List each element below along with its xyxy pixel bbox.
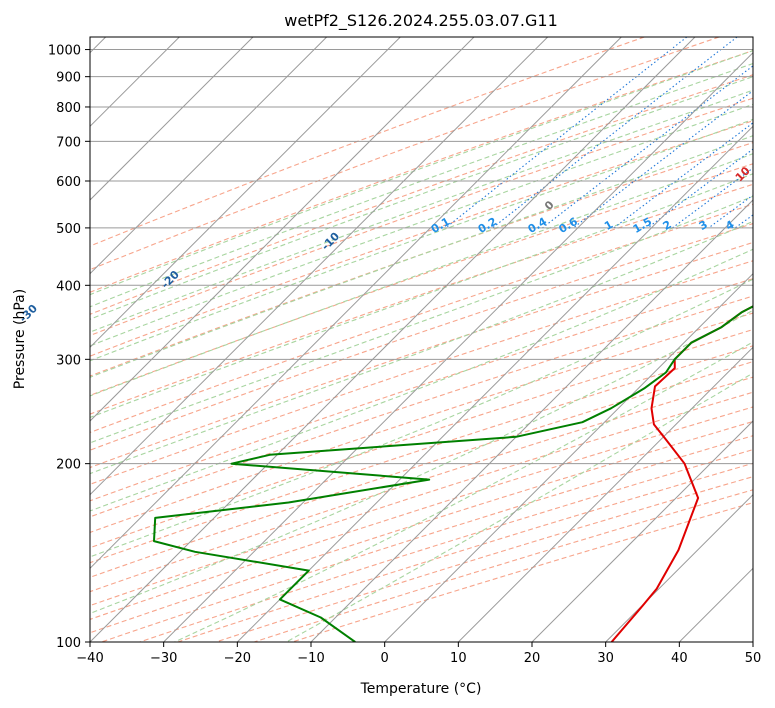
x-tick-label: 10	[450, 651, 467, 666]
x-tick-label: −20	[224, 651, 251, 666]
y-tick-label: 200	[56, 458, 81, 473]
y-axis: 100 200 300 400 500 600 700 800 900 1000	[48, 44, 90, 651]
dry-adiabat-line	[90, 295, 753, 518]
x-tick-label: 40	[671, 651, 688, 666]
dry-adiabat-line	[90, 361, 753, 578]
mixing-ratio-line	[542, 65, 753, 229]
x-axis: −40 −30 −20 −10 0 10 20 30 40 50	[76, 642, 761, 666]
moist-adiabat-line	[90, 173, 753, 419]
dry-adiabat-line	[90, 142, 753, 377]
dry-adiabat-line	[90, 97, 753, 337]
moist-adiabat-line	[90, 195, 753, 444]
isotherm-line	[90, 37, 254, 201]
isotherm-line	[163, 51, 753, 642]
dry-adiabat-line	[90, 278, 753, 502]
y-tick-label: 300	[56, 353, 81, 368]
mixing-ratio-line	[672, 167, 753, 229]
dry-adiabat-line	[90, 328, 753, 549]
grid-lines	[90, 37, 753, 642]
y-tick-label: 500	[56, 222, 81, 237]
x-tick-label: 50	[745, 651, 762, 666]
isotherm-line	[90, 37, 622, 570]
y-tick-label: 100	[56, 636, 81, 651]
mixing-ratio-line	[572, 90, 753, 229]
dry-adiabat-line	[90, 50, 753, 293]
plot-frame	[89, 36, 754, 643]
moist-adiabat-line	[90, 76, 753, 320]
isotherm-line	[90, 37, 328, 275]
x-tick-label: 20	[524, 651, 541, 666]
x-tick-label: 0	[381, 651, 389, 666]
y-tick-label: 600	[56, 175, 81, 190]
y-tick-label: 1000	[48, 44, 81, 59]
dry-adiabat-line	[90, 345, 753, 564]
isotherm-line	[531, 420, 753, 642]
y-tick-label: 400	[56, 279, 81, 294]
isotherm-line	[90, 37, 475, 422]
isotherm-line	[457, 346, 753, 642]
moist-adiabat-line	[90, 278, 753, 558]
moist-adiabat-line	[90, 118, 753, 362]
x-tick-label: −10	[297, 651, 324, 666]
data-lines	[153, 305, 753, 642]
isotherm-line	[605, 493, 753, 642]
isotherm-line	[236, 125, 753, 642]
dry-adiabat-line	[90, 312, 753, 534]
x-tick-label: −30	[150, 651, 177, 666]
y-tick-label: 900	[56, 71, 81, 86]
x-tick-label: 30	[597, 651, 614, 666]
dry-adiabat-line	[90, 241, 753, 469]
dry-adiabat-line	[90, 223, 753, 451]
x-axis-title: Temperature (°C)	[360, 681, 482, 697]
isotherm-line	[90, 37, 549, 496]
dry-adiabat-line	[90, 391, 753, 607]
isotherm-line	[90, 37, 401, 349]
dry-adiabat-line	[90, 163, 753, 397]
isotherm-line	[310, 199, 753, 642]
x-tick-label: −40	[76, 651, 103, 666]
dry-adiabat-line	[90, 376, 753, 593]
y-axis-title: Pressure (hPa)	[12, 289, 28, 389]
y-tick-label: 700	[56, 135, 81, 150]
moist-adiabat-line	[90, 103, 753, 347]
dewpoint-profile	[153, 305, 753, 642]
isotherm-line	[384, 272, 753, 642]
dry-adiabat-line	[90, 37, 720, 271]
y-tick-label: 800	[56, 101, 81, 116]
isotherm-line	[90, 37, 696, 642]
chart-title: wetPf2_S126.2024.255.03.07.G11	[284, 11, 558, 31]
